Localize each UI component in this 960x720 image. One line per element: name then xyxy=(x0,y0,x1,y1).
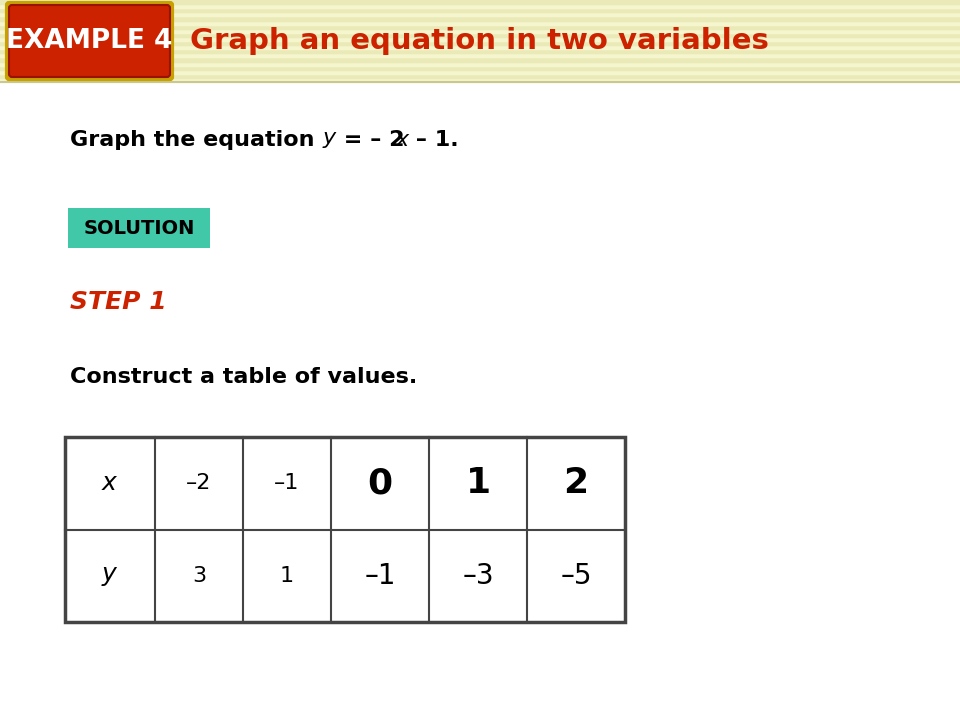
Text: $x$: $x$ xyxy=(395,130,411,150)
FancyBboxPatch shape xyxy=(68,208,210,248)
Text: $y$: $y$ xyxy=(322,130,338,150)
Text: –3: –3 xyxy=(462,562,493,590)
Text: –1: –1 xyxy=(364,562,396,590)
Text: –1: –1 xyxy=(275,473,300,493)
Text: 1: 1 xyxy=(466,467,491,500)
Text: Construct a table of values.: Construct a table of values. xyxy=(70,367,418,387)
Text: Graph the equation: Graph the equation xyxy=(70,130,323,150)
Text: –5: –5 xyxy=(561,562,591,590)
Text: 2: 2 xyxy=(564,467,588,500)
Text: – 1.: – 1. xyxy=(408,130,459,150)
Text: $x$: $x$ xyxy=(101,472,119,495)
Text: $y$: $y$ xyxy=(101,564,119,588)
Text: EXAMPLE 4: EXAMPLE 4 xyxy=(7,28,173,54)
Text: SOLUTION: SOLUTION xyxy=(84,218,195,238)
Text: 1: 1 xyxy=(280,566,294,586)
FancyBboxPatch shape xyxy=(9,5,170,77)
Text: Graph an equation in two variables: Graph an equation in two variables xyxy=(190,27,769,55)
Text: = – 2: = – 2 xyxy=(336,130,404,150)
Text: 0: 0 xyxy=(368,467,393,500)
Text: –2: –2 xyxy=(186,473,212,493)
Text: 3: 3 xyxy=(192,566,206,586)
Text: STEP 1: STEP 1 xyxy=(70,290,167,314)
FancyBboxPatch shape xyxy=(65,437,625,622)
